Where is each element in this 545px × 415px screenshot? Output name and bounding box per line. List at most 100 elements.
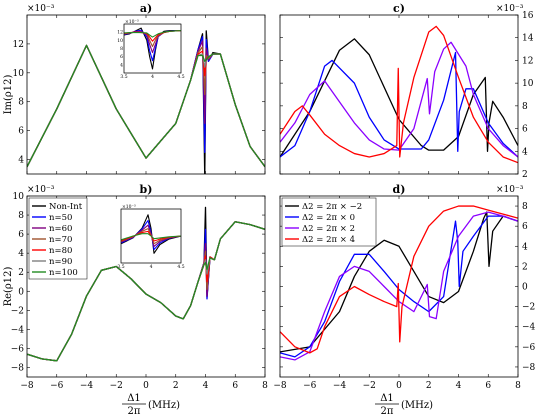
series-group (280, 205, 518, 361)
x-tick-label: 2 (426, 381, 432, 391)
inset-x-tick-label: 4 (150, 264, 153, 270)
inset-x-tick-label: 4.5 (177, 74, 184, 80)
panel-d: −8 −6 −4 −2 0 2 4 6 8−8−6−4−202468×10⁻³d)Δ12π(MH… (273, 183, 535, 415)
inset-line-5 (124, 29, 181, 38)
x-tick-label: 8 (262, 381, 268, 391)
y-tick-label: 10 (13, 69, 25, 79)
inset-border (120, 208, 182, 264)
x-tick-label: −8 (20, 381, 34, 391)
x-label-unit: (MHz) (401, 400, 433, 411)
y-tick-label: 4 (522, 147, 528, 157)
x-tick-label: 8 (515, 381, 521, 391)
legend-label: Δ2 = 2π × −2 (302, 202, 362, 212)
axis-exponent: ×10⁻³ (496, 4, 524, 14)
y-tick-label: 0 (18, 287, 24, 297)
series-line-0 (280, 211, 518, 353)
x-label-numerator: Δ1 (380, 393, 394, 404)
y-tick-label: 6 (522, 125, 528, 135)
axis-exponent: ×10⁻³ (27, 4, 55, 14)
y-tick-label: −6 (11, 344, 25, 354)
panel-title: a) (140, 2, 152, 15)
y-axis-label: Re(ρ12) (3, 266, 14, 306)
y-tick-label: 8 (522, 102, 528, 112)
inset-x-tick-label: 4 (151, 74, 154, 80)
inset-border (123, 23, 182, 74)
legend-label: n=100 (49, 268, 78, 278)
inset-x-tick-label: 4.5 (177, 264, 184, 270)
series-line-3 (280, 25, 518, 164)
y-tick-label: 10 (13, 192, 25, 202)
series-line-3 (280, 205, 518, 354)
legend-label: Non-Int (49, 202, 83, 212)
y-tick-label: −2 (11, 306, 24, 316)
legend-label: Δ2 = 2π × 4 (302, 235, 355, 245)
inset-y-tick-label: 6 (120, 54, 123, 60)
y-tick-label: 14 (522, 34, 534, 44)
y-tick-label: 16 (522, 11, 534, 21)
x-label-numerator: Δ1 (127, 393, 141, 404)
axis-exponent: ×10⁻³ (27, 185, 55, 195)
legend-label: n=70 (49, 235, 72, 245)
y-tick-label: 6 (522, 222, 528, 232)
series-line-1 (280, 215, 518, 358)
y-tick-label: −6 (522, 343, 536, 353)
x-tick-label: −8 (273, 381, 287, 391)
y-tick-label: 2 (18, 268, 24, 278)
y-tick-label: −8 (522, 363, 536, 373)
y-tick-label: −4 (522, 323, 536, 333)
y-tick-label: 2 (522, 170, 528, 180)
x-tick-label: 6 (485, 381, 491, 391)
inset-series-group (124, 27, 181, 70)
x-label-denominator: 2π (381, 406, 394, 415)
inset: 3.5 4 4.5 ×10⁻³ (117, 204, 184, 270)
series-line-2 (280, 211, 518, 361)
y-tick-label: 6 (18, 230, 24, 240)
y-axis-label: Im(ρ12) (3, 74, 14, 114)
axis-exponent: ×10⁻³ (496, 185, 524, 195)
inset-y-tick-label: 8 (120, 46, 123, 52)
y-tick-label: 4 (18, 249, 24, 259)
x-tick-label: 4 (203, 381, 209, 391)
legend-label: Δ2 = 2π × 2 (302, 224, 355, 234)
y-tick-label: 12 (13, 40, 24, 50)
y-tick-label: −2 (522, 303, 535, 313)
x-tick-label: 2 (173, 381, 179, 391)
inset-exponent: ×10⁻³ (125, 19, 139, 25)
x-tick-label: −2 (363, 381, 376, 391)
x-tick-label: 6 (232, 381, 238, 391)
y-tick-label: 6 (18, 127, 24, 137)
series-group (280, 25, 518, 164)
legend-label: n=60 (49, 224, 72, 234)
inset-line-5 (121, 233, 181, 241)
x-tick-label: −2 (110, 381, 123, 391)
inset-series-group (121, 214, 181, 254)
y-tick-label: −4 (11, 325, 25, 335)
x-tick-label: −4 (80, 381, 94, 391)
series-line-0 (280, 38, 518, 158)
inset-y-tick-label: 10 (117, 38, 123, 44)
y-tick-label: 2 (522, 262, 528, 272)
panel-c: 2 4 6 8 10 12 14 16×10⁻³ c) (279, 2, 534, 180)
series-group (27, 30, 265, 174)
series-group (27, 206, 265, 362)
y-tick-label: 8 (18, 98, 24, 108)
legend-label: n=50 (49, 213, 72, 223)
panel-title: b) (140, 183, 153, 196)
x-tick-label: −6 (50, 381, 64, 391)
inset-x-tick-label: 3.5 (117, 264, 124, 270)
inset-y-tick-label: 12 (117, 30, 123, 36)
x-tick-label: 0 (396, 381, 402, 391)
y-tick-label: 4 (522, 242, 528, 252)
x-label-unit: (MHz) (148, 400, 180, 411)
legend-label: Δ2 = 2π × 0 (302, 213, 355, 223)
legend-label: n=90 (49, 257, 72, 267)
legend-label: n=80 (49, 246, 72, 256)
x-tick-label: −6 (303, 381, 317, 391)
series-line-6 (27, 221, 265, 362)
x-axis-label: Δ1 2π (MHz) (122, 393, 180, 415)
y-tick-label: 8 (18, 211, 24, 221)
x-tick-label: 0 (143, 381, 149, 391)
